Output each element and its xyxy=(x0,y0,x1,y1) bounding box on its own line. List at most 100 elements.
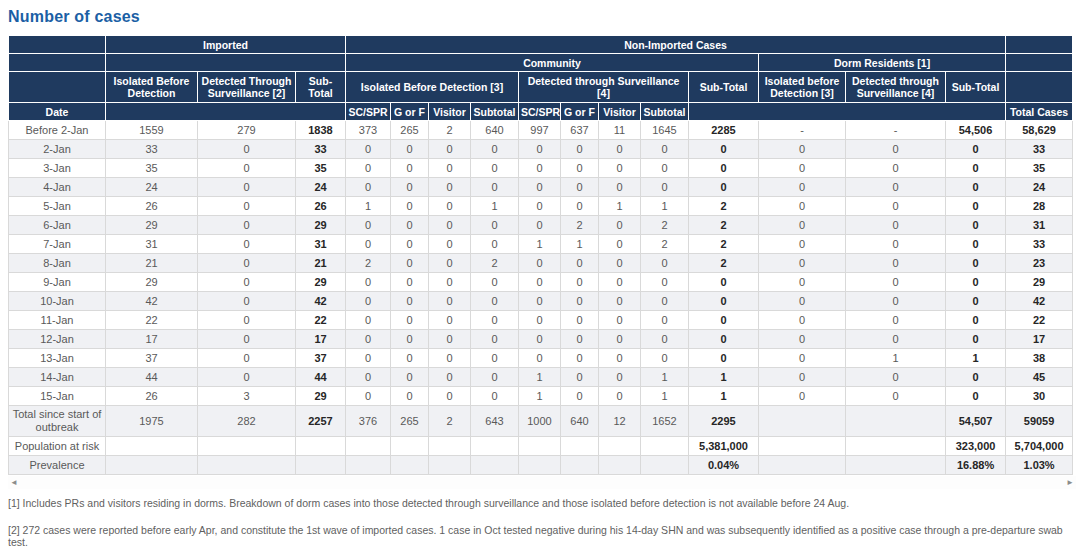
value-cell: 1 xyxy=(599,197,641,216)
row-date-label: 7-Jan xyxy=(9,235,106,254)
value-cell: 1 xyxy=(561,235,599,254)
value-cell: 24 xyxy=(1006,178,1073,197)
value-cell: 0 xyxy=(346,330,391,349)
value-cell: - xyxy=(846,121,946,140)
value-cell: - xyxy=(759,121,846,140)
value-cell xyxy=(429,437,471,456)
value-cell: 0 xyxy=(599,387,641,406)
value-cell: 373 xyxy=(346,121,391,140)
value-cell: 22 xyxy=(1006,311,1073,330)
value-cell: 0 xyxy=(198,178,296,197)
value-cell xyxy=(429,456,471,475)
value-cell: 0 xyxy=(519,254,561,273)
row-date-label: 5-Jan xyxy=(9,197,106,216)
value-cell: 0 xyxy=(759,140,846,159)
value-cell: 0 xyxy=(759,349,846,368)
value-cell: 0 xyxy=(946,387,1006,406)
value-cell: 0 xyxy=(599,292,641,311)
value-cell: 2 xyxy=(471,254,519,273)
value-cell: 0 xyxy=(759,197,846,216)
value-cell: 0 xyxy=(946,311,1006,330)
value-cell: 0 xyxy=(946,254,1006,273)
value-cell: 26 xyxy=(296,197,346,216)
value-cell: 2295 xyxy=(689,406,759,437)
value-cell: 0 xyxy=(561,349,599,368)
value-cell: 26 xyxy=(106,387,198,406)
value-cell: 0 xyxy=(471,273,519,292)
value-cell xyxy=(519,437,561,456)
value-cell: 11 xyxy=(599,121,641,140)
header-breakdown-gorf: G or F xyxy=(561,103,599,121)
header-dorm-isolated: Isolated before Detection [3] xyxy=(759,72,846,103)
header-empty-date xyxy=(9,72,106,103)
value-cell: 637 xyxy=(561,121,599,140)
header-date: Date xyxy=(9,103,106,121)
value-cell: 1652 xyxy=(641,406,689,437)
scroll-right-icon[interactable]: ► xyxy=(1066,479,1074,487)
value-cell: 42 xyxy=(106,292,198,311)
value-cell: 2 xyxy=(641,235,689,254)
value-cell: 54,507 xyxy=(946,406,1006,437)
value-cell: 0 xyxy=(759,159,846,178)
row-date-label: 14-Jan xyxy=(9,368,106,387)
value-cell: 1838 xyxy=(296,121,346,140)
value-cell: 0 xyxy=(689,311,759,330)
value-cell: 0 xyxy=(346,368,391,387)
header-empty-date xyxy=(9,54,106,72)
value-cell: 0 xyxy=(561,387,599,406)
footnote-1: [1] Includes PRs and visitors residing i… xyxy=(8,497,1072,509)
value-cell: 45 xyxy=(1006,368,1073,387)
value-cell: 1 xyxy=(689,387,759,406)
value-cell xyxy=(471,456,519,475)
value-cell: 0 xyxy=(846,311,946,330)
table-row: Population at risk5,381,000323,0005,704,… xyxy=(9,437,1073,456)
value-cell: 17 xyxy=(1006,330,1073,349)
value-cell: 5,381,000 xyxy=(689,437,759,456)
header-breakdown-scspr: SC/SPR xyxy=(346,103,391,121)
row-date-label: Total since start of outbreak xyxy=(9,406,106,437)
table-row: 9-Jan2902900000000000029 xyxy=(9,273,1073,292)
value-cell: 0 xyxy=(198,235,296,254)
value-cell: 33 xyxy=(1006,140,1073,159)
value-cell: 0 xyxy=(198,368,296,387)
value-cell: 0 xyxy=(519,216,561,235)
value-cell: 1 xyxy=(471,197,519,216)
row-date-label: 9-Jan xyxy=(9,273,106,292)
header-community-subtotal: Sub-Total xyxy=(689,72,759,103)
value-cell: 0 xyxy=(599,368,641,387)
header-breakdown-visitor: Visitor xyxy=(599,103,641,121)
value-cell xyxy=(759,437,846,456)
header-empty-total xyxy=(1006,54,1073,72)
value-cell: 0 xyxy=(641,330,689,349)
page-title: Number of cases xyxy=(8,8,1072,26)
row-date-label: 2-Jan xyxy=(9,140,106,159)
value-cell: 0 xyxy=(846,216,946,235)
value-cell: 0 xyxy=(346,235,391,254)
value-cell: 0 xyxy=(198,197,296,216)
value-cell: 0 xyxy=(846,159,946,178)
value-cell: 30 xyxy=(1006,387,1073,406)
value-cell: 16.88% xyxy=(946,456,1006,475)
value-cell: 0 xyxy=(641,254,689,273)
value-cell: 1975 xyxy=(106,406,198,437)
value-cell: 0 xyxy=(198,159,296,178)
value-cell: 1 xyxy=(641,368,689,387)
value-cell: 3 xyxy=(198,387,296,406)
horizontal-scrollbar[interactable]: ◄ ► xyxy=(8,476,1076,489)
value-cell: 26 xyxy=(106,197,198,216)
value-cell: 28 xyxy=(1006,197,1073,216)
value-cell: 0 xyxy=(846,197,946,216)
value-cell: 2285 xyxy=(689,121,759,140)
value-cell: 282 xyxy=(198,406,296,437)
value-cell: 44 xyxy=(106,368,198,387)
table-row: 6-Jan2902900000202200031 xyxy=(9,216,1073,235)
value-cell xyxy=(519,456,561,475)
value-cell: 0 xyxy=(561,368,599,387)
value-cell: 0 xyxy=(689,159,759,178)
value-cell: 0 xyxy=(946,235,1006,254)
scroll-left-icon[interactable]: ◄ xyxy=(10,479,18,487)
value-cell xyxy=(561,437,599,456)
header-community: Community xyxy=(346,54,759,72)
row-date-label: 12-Jan xyxy=(9,330,106,349)
value-cell: 0 xyxy=(471,292,519,311)
